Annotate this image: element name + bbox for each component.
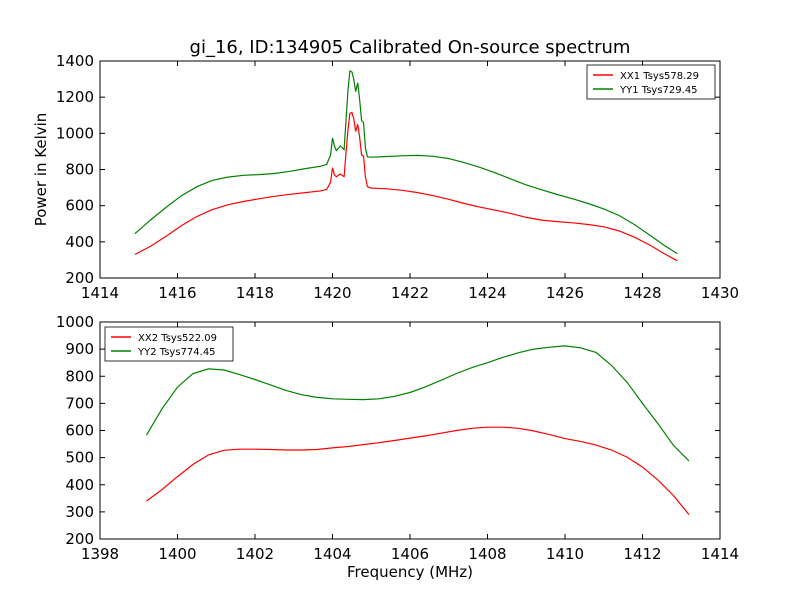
bottom-panel: 1398 1400 1402 1404 1406 1408 1410 1412 1414 200 3… bbox=[56, 313, 739, 563]
y-tick-label: 200 bbox=[65, 530, 94, 548]
legend-box bbox=[586, 64, 716, 100]
x-axis-label: Frequency (MHz) bbox=[347, 563, 473, 581]
legend: XX2 Tsys522.09 YY2 Tsys774.45 bbox=[104, 326, 234, 362]
y-tick-label: 600 bbox=[65, 197, 94, 215]
y-tick-label: 900 bbox=[65, 340, 94, 358]
x-tick-label: 1430 bbox=[701, 284, 739, 302]
series-line-1 bbox=[146, 426, 690, 515]
series-line-2 bbox=[134, 69, 678, 255]
x-tick-label: 1412 bbox=[623, 545, 661, 563]
y-tick-label: 600 bbox=[65, 422, 94, 440]
x-tick-label: 1408 bbox=[468, 545, 506, 563]
x-tick-label: 1414 bbox=[701, 545, 739, 563]
y-tick-label: 800 bbox=[65, 367, 94, 385]
y-tick-label: 400 bbox=[65, 476, 94, 494]
top-panel: 1414 1416 1418 1420 1422 1424 1426 1428 1430 200 4… bbox=[32, 52, 739, 302]
x-tick-label: 1426 bbox=[546, 284, 584, 302]
legend: XX1 Tsys578.29 YY1 Tsys729.45 bbox=[586, 64, 716, 100]
series-line-2 bbox=[145, 345, 690, 462]
y-tick-label: 1200 bbox=[56, 88, 94, 106]
y-tick-label: 800 bbox=[65, 161, 94, 179]
y-tick-label: 300 bbox=[65, 503, 94, 521]
legend-box bbox=[104, 326, 234, 362]
x-tick-label: 1398 bbox=[81, 545, 119, 563]
legend-label: YY1 Tsys729.45 bbox=[619, 85, 698, 96]
figure-title: gi_16, ID:134905 Calibrated On-source sp… bbox=[190, 37, 631, 58]
x-tick-label: 1418 bbox=[236, 284, 274, 302]
legend-label: XX1 Tsys578.29 bbox=[620, 71, 699, 82]
x-tick-label: 1414 bbox=[81, 284, 119, 302]
x-tick-label: 1400 bbox=[158, 545, 196, 563]
y-tick-label: 1000 bbox=[56, 124, 94, 142]
y-tick-label: 500 bbox=[65, 449, 94, 467]
x-tick-label: 1420 bbox=[313, 284, 351, 302]
y-axis-label: Power in Kelvin bbox=[32, 113, 50, 227]
y-tick-label: 400 bbox=[65, 233, 94, 251]
y-tick-label: 1000 bbox=[56, 313, 94, 331]
y-tick-label: 700 bbox=[65, 394, 94, 412]
x-tick-label: 1416 bbox=[158, 284, 196, 302]
x-tick-label: 1402 bbox=[236, 545, 274, 563]
x-tick-label: 1422 bbox=[391, 284, 429, 302]
x-tick-label: 1428 bbox=[623, 284, 661, 302]
legend-label: YY2 Tsys774.45 bbox=[137, 347, 216, 358]
x-tick-label: 1424 bbox=[468, 284, 506, 302]
y-tick-label: 1400 bbox=[56, 52, 94, 70]
x-tick-label: 1404 bbox=[313, 545, 351, 563]
series-line-1 bbox=[134, 111, 678, 262]
x-tick-label: 1410 bbox=[546, 545, 584, 563]
y-tick-label: 200 bbox=[65, 269, 94, 287]
x-tick-label: 1406 bbox=[391, 545, 429, 563]
legend-label: XX2 Tsys522.09 bbox=[138, 333, 217, 344]
